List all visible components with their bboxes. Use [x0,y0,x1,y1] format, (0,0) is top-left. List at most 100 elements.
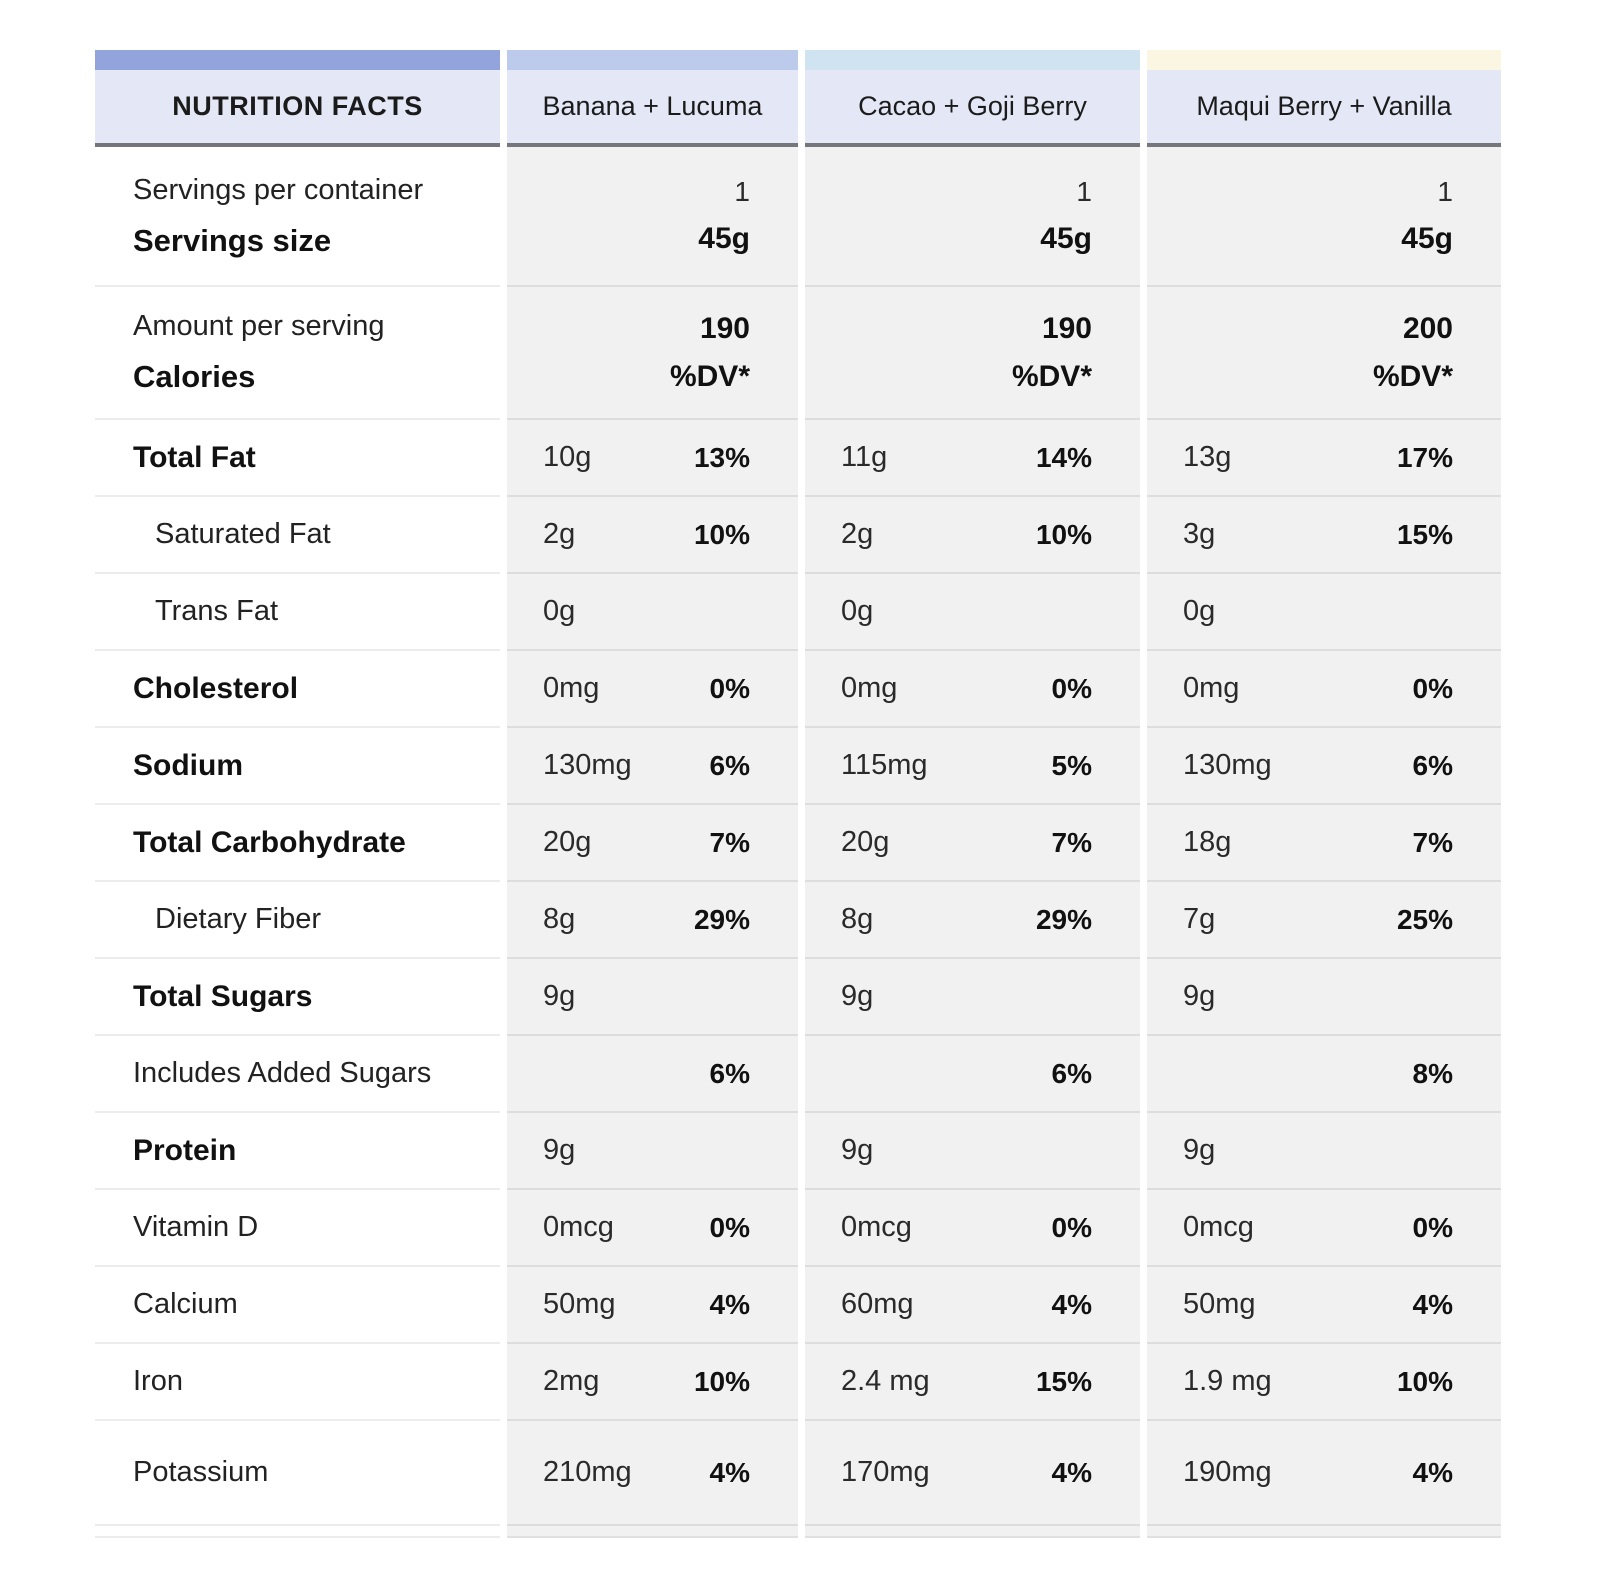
data-cell-maqui: 1.9 mg 10% [1147,1344,1501,1421]
table-footer-strip [95,1526,1501,1538]
row-label: Total Sugars [133,979,313,1013]
row-label: Trans Fat [155,595,279,627]
dv-value: 0% [1412,1211,1453,1243]
row-label: Vitamin D [133,1211,259,1243]
dv-value: 0% [709,1211,750,1243]
row-label: Protein [133,1133,237,1167]
dv-value: 5% [1051,749,1092,781]
dv-value: 4% [1051,1456,1092,1488]
amount-value: 130mg [1183,749,1272,781]
data-cell-banana: 2mg 10% [507,1344,798,1421]
dv-value: 17% [1396,441,1453,473]
data-cell-banana: 130mg 6% [507,728,798,805]
data-cell-maqui: 9g [1147,959,1501,1036]
accent-strip-label-column [95,50,500,70]
data-cell-banana: 210mg 4% [507,1421,798,1526]
dv-heading: %DV* [1011,359,1092,393]
row-label: Sodium [133,748,243,782]
serving-size-value: 45g [1401,222,1453,255]
amount-value: 0mg [1183,672,1240,704]
data-cell-cacao: 0g [805,574,1140,651]
row-label-cell: Total Sugars [95,959,500,1036]
footer-cacao-column [805,1526,1140,1538]
dv-value: 0% [709,672,750,704]
amount-value: 9g [1183,980,1216,1012]
amount-value: 170mg [841,1456,930,1488]
amount-value: 210mg [543,1456,632,1488]
amount-value: 50mg [1183,1288,1256,1320]
table-row: Total Sugars 9g 9g 9g [95,959,1501,1036]
row-label-cell: Potassium [95,1421,500,1526]
row-label: Includes Added Sugars [133,1057,432,1089]
calories-row-label: Amount per serving Calories [95,287,500,420]
row-label-cell: Saturated Fat [95,497,500,574]
data-cell-banana: 8g 29% [507,882,798,959]
dv-value: 13% [693,441,750,473]
amount-value: 9g [543,1134,576,1166]
row-label: Potassium [133,1456,269,1488]
dv-value: 10% [1035,518,1092,550]
calories-cell-maqui: 200 %DV* [1147,287,1501,420]
data-cell-maqui: 3g 15% [1147,497,1501,574]
data-cell-banana: 50mg 4% [507,1267,798,1344]
data-cell-cacao: 11g 14% [805,420,1140,497]
accent-strip-cacao-goji [805,50,1140,70]
amount-value: 1.9 mg [1183,1365,1272,1397]
table-row: Total Carbohydrate 20g 7% 20g 7% 18g 7% [95,805,1501,882]
row-label-cell: Sodium [95,728,500,805]
dv-value: 7% [1051,826,1092,858]
table-row: Potassium 210mg 4% 170mg 4% 190mg 4% [95,1421,1501,1526]
dv-heading: %DV* [669,359,750,393]
amount-value: 60mg [841,1288,914,1320]
amount-value: 130mg [543,749,632,781]
table-row: Trans Fat 0g 0g 0g [95,574,1501,651]
dv-value: 10% [693,518,750,550]
accent-strip-banana-lucuma [507,50,798,70]
header-row: NUTRITION FACTS Banana + Lucuma Cacao + … [95,70,1501,147]
amount-value: 18g [1183,826,1232,858]
data-cell-banana: 2g 10% [507,497,798,574]
table-row: Cholesterol 0mg 0% 0mg 0% 0mg 0% [95,651,1501,728]
footer-maqui-column [1147,1526,1501,1538]
data-cell-banana: 6% [507,1036,798,1113]
header-product-cacao-goji-berry: Cacao + Goji Berry [805,70,1140,147]
amount-value: 50mg [543,1288,616,1320]
amount-value: 3g [1183,518,1216,550]
dv-value: 29% [1035,903,1092,935]
amount-value: 2mg [543,1365,600,1397]
row-label-cell: Includes Added Sugars [95,1036,500,1113]
amount-value: 8g [543,903,576,935]
dv-value: 29% [693,903,750,935]
data-cell-maqui: 18g 7% [1147,805,1501,882]
amount-value: 0g [841,595,874,627]
table-row: Protein 9g 9g 9g [95,1113,1501,1190]
amount-value: 0mcg [543,1211,614,1243]
amount-value: 9g [543,980,576,1012]
row-label-cell: Vitamin D [95,1190,500,1267]
dv-value: 0% [1051,1211,1092,1243]
header-product-banana-lucuma: Banana + Lucuma [507,70,798,147]
data-cell-maqui: 50mg 4% [1147,1267,1501,1344]
dv-value: 6% [1412,749,1453,781]
data-cell-cacao: 115mg 5% [805,728,1140,805]
amount-value: 0mg [543,672,600,704]
servings-per-container-label: Servings per container [133,173,424,206]
data-cell-cacao: 60mg 4% [805,1267,1140,1344]
servings-size-label: Servings size [133,222,332,258]
amount-value: 0mcg [841,1211,912,1243]
amount-value: 9g [841,980,874,1012]
dv-value: 6% [709,749,750,781]
data-cell-maqui: 130mg 6% [1147,728,1501,805]
nutrient-rows: Total Fat 10g 13% 11g 14% 13g 17% Satura… [95,420,1501,1526]
row-label-cell: Dietary Fiber [95,882,500,959]
dv-value: 15% [1035,1365,1092,1397]
dv-value: 4% [709,1456,750,1488]
table-row: Iron 2mg 10% 2.4 mg 15% 1.9 mg 10% [95,1344,1501,1421]
table-row: Includes Added Sugars 6% 6% 8% [95,1036,1501,1113]
footer-banana-column [507,1526,798,1538]
amount-value: 2.4 mg [841,1365,930,1397]
accent-strip-maqui-vanilla [1147,50,1501,70]
calories-cell-cacao: 190 %DV* [805,287,1140,420]
dv-value: 15% [1396,518,1453,550]
row-label: Total Carbohydrate [133,825,406,859]
